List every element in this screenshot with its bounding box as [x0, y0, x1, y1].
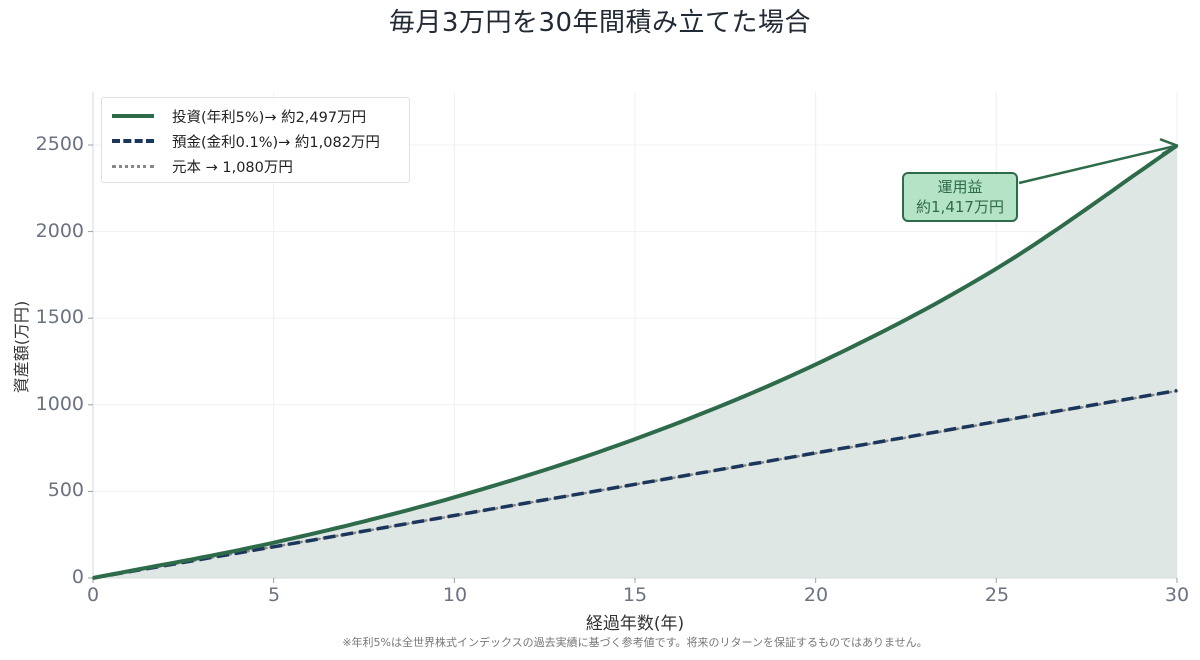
- dashed-line-swatch-icon: [112, 139, 154, 143]
- annotation-value: 約1,417万円: [916, 198, 1004, 216]
- dotted-line-swatch-icon: [112, 164, 154, 168]
- x-tick: 30: [1164, 584, 1190, 606]
- chart-title: 毎月3万円を30年間積み立てた場合: [388, 8, 812, 38]
- y-tick: 2500: [35, 133, 84, 155]
- legend: 投資(年利5%)→ 約2,497万円 預金(金利0.1%)→ 約1,082万円 …: [101, 97, 410, 183]
- y-tick: 1000: [35, 393, 84, 415]
- y-axis-label: 資産額(万円): [12, 300, 31, 394]
- deposit-line: [92, 388, 1178, 580]
- annotation-arrow-line: [1018, 145, 1174, 185]
- investment-line: [92, 143, 1179, 580]
- x-tick: 20: [803, 584, 829, 606]
- arrowhead-icon: [1159, 138, 1179, 155]
- y-tick: 2000: [35, 220, 84, 242]
- legend-item-investment: 投資(年利5%)→ 約2,497万円: [102, 104, 366, 128]
- x-tick: 5: [267, 584, 281, 606]
- x-tick: 25: [984, 584, 1010, 606]
- legend-label: 投資(年利5%)→ 約2,497万円: [172, 109, 367, 126]
- gain-annotation-box: 運用益 約1,417万円: [902, 172, 1018, 222]
- legend-label: 預金(金利0.1%)→ 約1,082万円: [172, 134, 380, 151]
- y-tick: 0: [71, 566, 84, 588]
- y-tick: 1500: [35, 306, 84, 328]
- x-tick: 15: [622, 584, 648, 606]
- annotation-title: 運用益: [937, 178, 983, 196]
- legend-item-principal: 元本 → 1,080万円: [102, 154, 293, 178]
- solid-line-swatch-icon: [112, 114, 154, 118]
- investment-area-fill: [93, 145, 1177, 578]
- x-axis-label: 経過年数(年): [585, 614, 685, 634]
- y-tick: 500: [47, 479, 84, 501]
- legend-item-deposit: 預金(金利0.1%)→ 約1,082万円: [102, 129, 380, 153]
- x-tick: 10: [442, 584, 468, 606]
- disclaimer-footnote: ※年利5%は全世界株式インデックスの過去実績に基づく参考値です。将来のリターンを…: [342, 636, 928, 649]
- x-tick: 0: [86, 584, 100, 606]
- legend-label: 元本 → 1,080万円: [172, 159, 293, 176]
